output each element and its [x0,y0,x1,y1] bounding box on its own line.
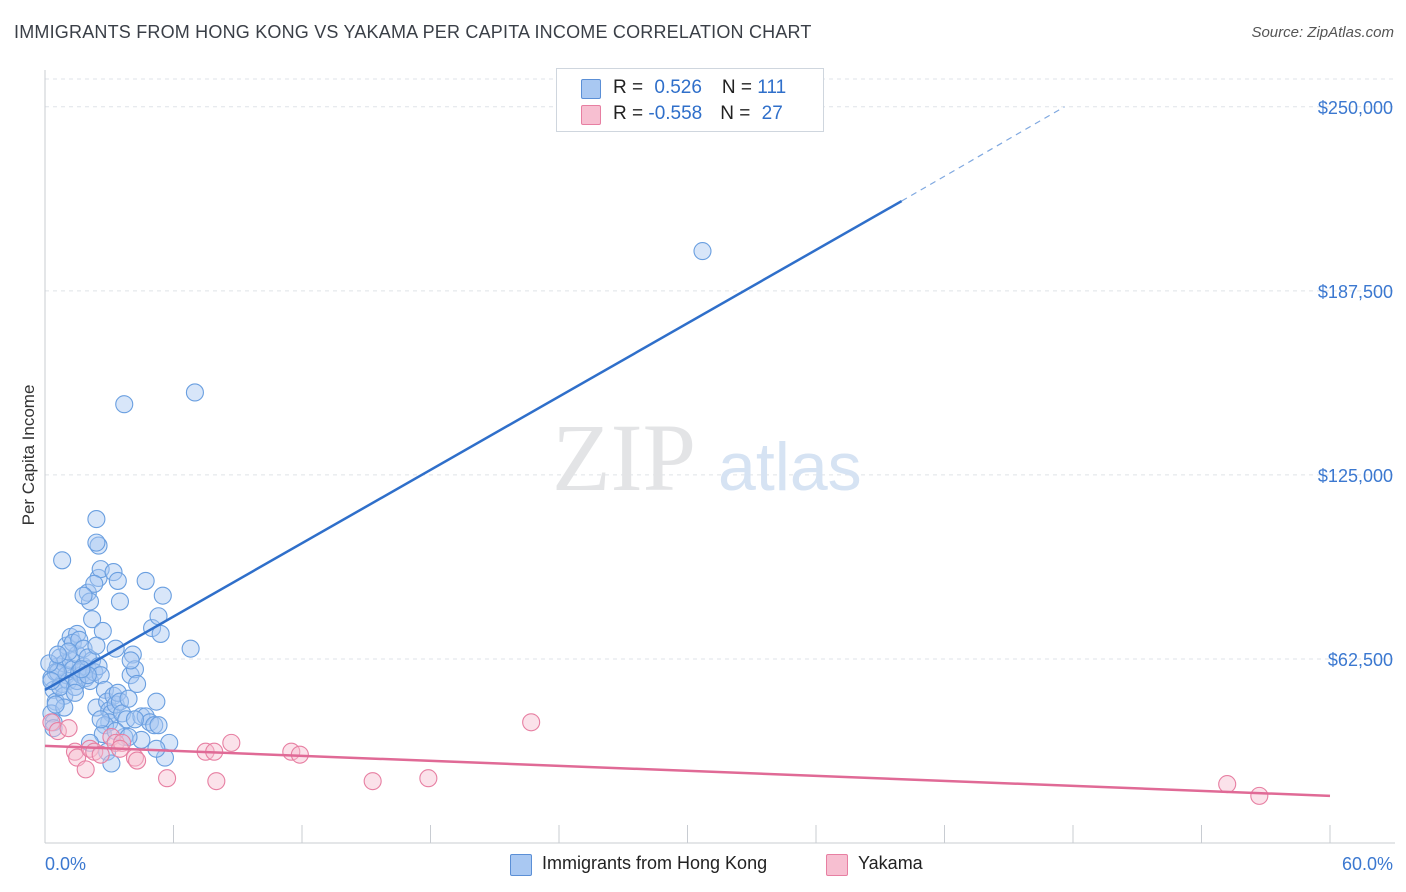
legend-n-label: N = [721,77,758,98]
point-yakama [42,713,61,732]
point-hong-kong [83,610,102,629]
grid-lines [45,78,1395,660]
point-hong-kong [125,710,144,729]
bottom-legend-swatch-yakama [826,854,848,876]
point-yakama [91,745,110,764]
legend-n-value: 27 [761,103,783,124]
watermark-zip: ZIP [552,404,696,511]
point-hong-kong [153,586,172,605]
point-yakama [419,769,438,788]
point-yakama [59,719,78,738]
legend-r-value: -0.558 [648,103,703,124]
legend-r-label: R = [613,77,649,98]
y-tick-label: $125,000 [1318,466,1393,486]
point-yakama [48,722,67,741]
point-hong-kong [185,383,204,402]
y-axis-label: Per Capita Income [19,385,38,526]
point-hong-kong [136,571,155,590]
point-yakama [158,769,177,788]
point-hong-kong [125,660,144,679]
point-hong-kong [151,624,170,643]
trend-line-yakama [44,744,1331,798]
point-hong-kong [65,683,85,702]
point-hong-kong [46,695,65,714]
point-hong-kong [115,395,134,414]
watermark-atlas: atlas [718,429,862,505]
legend-n-value: 111 [757,77,787,98]
point-yakama [363,772,382,791]
trend-line-hong-kong-extension [901,106,1065,202]
point-hong-kong [108,683,127,702]
trend-line-hong-kong [44,199,903,691]
point-yakama [1218,775,1237,794]
point-hong-kong [119,689,138,708]
point-hong-kong [147,692,166,711]
point-hong-kong [89,536,108,555]
legend-r-value: 0.526 [654,77,702,98]
data-points [40,242,1269,805]
point-yakama [1250,786,1269,805]
stats-legend: R = 0.526 N = 111 R = -0.558 N = 27 [556,68,824,132]
point-hong-kong [181,639,200,658]
point-hong-kong [108,571,127,590]
point-hong-kong [53,551,72,570]
point-hong-kong [110,592,130,611]
tick-labels: $62,500 $125,000 $187,500 $250,000 0.0% 60.0% [45,98,1393,874]
x-tick-label-max: 60.0% [1342,854,1393,874]
y-tick-label: $62,500 [1328,650,1393,670]
point-hong-kong [128,674,147,694]
point-hong-kong [87,533,106,552]
point-hong-kong [91,710,110,729]
point-hong-kong [59,642,78,661]
x-tick-label-min: 0.0% [45,854,86,874]
point-yakama [128,751,147,770]
point-hong-kong [693,242,712,261]
bottom-legend-swatch-hong-kong [510,854,532,876]
point-hong-kong [121,651,140,670]
point-hong-kong [48,645,67,664]
point-yakama [76,760,95,779]
axes [44,70,1395,844]
point-hong-kong [102,754,121,773]
point-hong-kong [70,630,89,649]
chart-source: Source: ZipAtlas.com [1251,24,1394,41]
point-hong-kong [104,563,123,582]
point-yakama [222,733,241,752]
point-hong-kong [145,716,164,735]
point-yakama [207,772,226,791]
point-hong-kong [91,666,110,685]
legend-r-label: R = [613,103,649,124]
chart-title: IMMIGRANTS FROM HONG KONG VS YAKAMA PER … [14,22,812,42]
bottom-legend-label: Yakama [858,853,923,873]
point-hong-kong [149,716,168,735]
y-tick-label: $250,000 [1318,98,1393,118]
point-hong-kong [87,510,106,529]
legend-n-label: N = [720,103,756,124]
point-hong-kong [85,574,104,593]
point-hong-kong [87,636,106,655]
legend-swatch-yakama [581,105,601,125]
y-tick-label: $187,500 [1318,282,1393,302]
point-hong-kong [74,586,93,605]
watermark: ZIP atlas [552,404,862,511]
point-yakama [522,713,541,732]
legend-swatch-hong-kong [581,79,601,99]
trend-lines [44,106,1331,798]
bottom-legend-label: Immigrants from Hong Kong [542,853,768,873]
